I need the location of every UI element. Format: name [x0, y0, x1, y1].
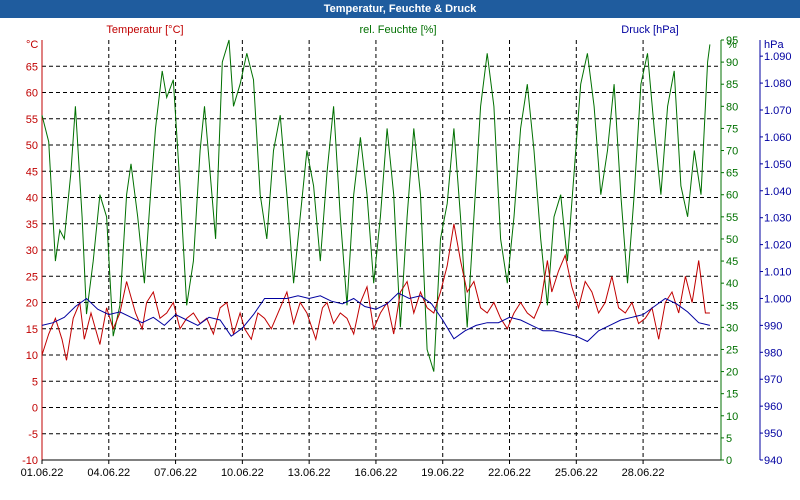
right1-tick-label: 25	[726, 344, 738, 356]
x-tick-label: 19.06.22	[421, 467, 464, 479]
right1-tick-label: 50	[726, 234, 738, 246]
left-tick-label: -5	[28, 429, 38, 441]
right2-tick-label: 1.090	[764, 51, 792, 63]
right1-tick-label: 95	[726, 35, 738, 47]
right1-tick-label: 60	[726, 190, 738, 202]
axis-labels: °C % hPa Temperatur [°C] rel. Feuchte [%…	[26, 24, 784, 51]
left-tick-label: 20	[26, 298, 38, 310]
left-tick-label: 45	[26, 166, 38, 178]
series-line-left	[41, 223, 710, 361]
legend-druck: Druck [hPa]	[621, 24, 678, 36]
x-tick-label: 01.06.22	[21, 467, 64, 479]
right1-tick-label: 0	[726, 455, 732, 467]
left-tick-label: 50	[26, 140, 38, 152]
left-tick-label: 5	[32, 376, 38, 388]
right2-tick-label: 990	[764, 320, 782, 332]
legend-feuchte: rel. Feuchte [%]	[359, 24, 436, 36]
x-tick-label: 16.06.22	[355, 467, 398, 479]
right2-tick-label: 1.040	[764, 186, 792, 198]
right1-tick-label: 20	[726, 367, 738, 379]
window-title: Temperatur, Feuchte & Druck	[0, 0, 800, 18]
right1-tick-label: 35	[726, 300, 738, 312]
series-line-right2	[41, 292, 711, 343]
right1-axis-unit: %	[727, 39, 737, 51]
left-tick-label: 15	[26, 324, 38, 336]
right2-tick-label: 960	[764, 401, 782, 413]
right2-tick-label: 1.060	[764, 132, 792, 144]
left-tick-label: 65	[26, 61, 38, 73]
right1-tick-label: 55	[726, 212, 738, 224]
right2-tick-label: 1.020	[764, 240, 792, 252]
left-tick-label: 0	[32, 403, 38, 415]
right1-tick-label: 5	[726, 433, 732, 445]
right2-tick-label: 1.030	[764, 213, 792, 225]
left-axis-unit: °C	[26, 39, 38, 51]
x-tick-label: 28.06.22	[622, 467, 665, 479]
legend-temperatur: Temperatur [°C]	[106, 24, 183, 36]
right1-tick-label: 65	[726, 168, 738, 180]
right1-tick-label: 90	[726, 57, 738, 69]
left-tick-label: 30	[26, 245, 38, 257]
left-tick-label: 10	[26, 350, 38, 362]
right2-axis-unit: hPa	[764, 39, 784, 51]
right1-tick-label: 30	[726, 322, 738, 334]
series-line-right1	[41, 39, 711, 372]
left-tick-label: 25	[26, 271, 38, 283]
right2-tick-label: 940	[764, 455, 782, 467]
left-tick-label: 40	[26, 193, 38, 205]
left-tick-label: 55	[26, 114, 38, 126]
right1-tick-label: 45	[726, 256, 738, 268]
right2-tick-label: 1.050	[764, 159, 792, 171]
x-tick-label: 25.06.22	[555, 467, 598, 479]
right1-tick-label: 80	[726, 101, 738, 113]
right2-tick-label: 980	[764, 347, 782, 359]
right1-tick-label: 15	[726, 389, 738, 401]
right2-tick-label: 1.070	[764, 105, 792, 117]
right1-tick-label: 70	[726, 146, 738, 158]
right1-tick-label: 75	[726, 123, 738, 135]
right2-tick-label: 1.010	[764, 267, 792, 279]
x-tick-label: 07.06.22	[154, 467, 197, 479]
right2-tick-label: 950	[764, 428, 782, 440]
x-tick-label: 04.06.22	[87, 467, 130, 479]
right1-tick-label: 40	[726, 278, 738, 290]
left-tick-label: 35	[26, 219, 38, 231]
left-tick-label: -10	[22, 455, 38, 467]
right2-tick-label: 1.080	[764, 78, 792, 90]
series-layer	[41, 39, 711, 372]
x-tick-label: 13.06.22	[288, 467, 331, 479]
right1-tick-label: 85	[726, 79, 738, 91]
right2-tick-label: 970	[764, 374, 782, 386]
right1-tick-label: 10	[726, 411, 738, 423]
left-tick-label: 60	[26, 88, 38, 100]
x-tick-label: 10.06.22	[221, 467, 264, 479]
x-tick-label: 22.06.22	[488, 467, 531, 479]
right2-tick-label: 1.000	[764, 293, 792, 305]
grid	[42, 40, 721, 460]
